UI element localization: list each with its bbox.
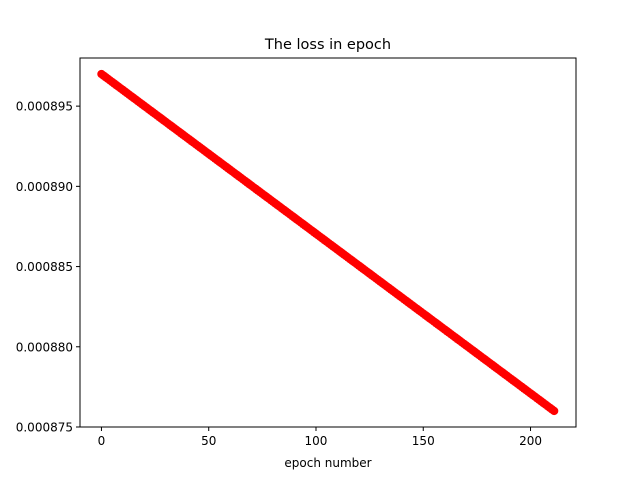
- y-tick-label: 0.000880: [16, 340, 73, 354]
- plot-area: [97, 69, 559, 416]
- data-point: [549, 406, 559, 416]
- y-tick-label: 0.000895: [16, 100, 73, 114]
- y-axis: 0.000875 0.000880 0.000885 0.000890 0.000895: [16, 100, 80, 435]
- x-tick-label: 50: [201, 434, 216, 448]
- x-tick-label: 0: [98, 434, 106, 448]
- x-tick-label: 100: [305, 434, 328, 448]
- y-tick-label: 0.000890: [16, 180, 73, 194]
- x-axis: 0 50 100 150 200: [98, 427, 542, 448]
- y-tick-label: 0.000885: [16, 260, 73, 274]
- chart-title: The loss in epoch: [264, 37, 391, 53]
- x-axis-label: epoch number: [284, 456, 371, 470]
- x-tick-label: 200: [519, 434, 542, 448]
- x-tick-label: 150: [412, 434, 435, 448]
- y-tick-label: 0.000875: [16, 421, 73, 435]
- axes-frame: [79, 57, 577, 428]
